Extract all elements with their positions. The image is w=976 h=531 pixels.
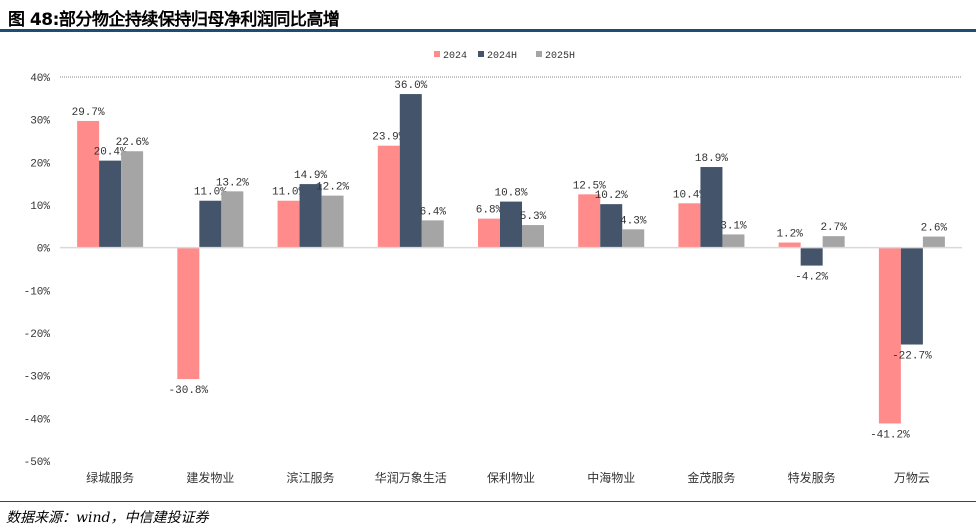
bar-2024H (600, 204, 623, 248)
bar-2025H (221, 191, 244, 248)
bar-2024H (800, 247, 823, 266)
bar-2024H (500, 201, 522, 248)
data-label: -30.8% (169, 385, 209, 397)
bar-2024 (678, 203, 701, 248)
category-label: 万物云 (894, 471, 930, 485)
data-label: 6.8% (476, 205, 503, 217)
bar-2024 (277, 200, 300, 248)
y-tick-label: -20% (24, 329, 51, 341)
data-label: 10.4% (673, 189, 706, 201)
bar-2024 (478, 218, 500, 248)
bar-2024 (77, 120, 100, 248)
data-label: 4.3% (620, 215, 647, 227)
y-tick-label: -40% (24, 414, 51, 426)
bar-2024H (299, 184, 322, 248)
y-tick-label: 40% (30, 73, 50, 85)
data-label: 5.3% (520, 211, 547, 223)
y-tick-label: -30% (24, 372, 51, 384)
data-label: 20.4% (94, 147, 127, 159)
y-tick-label: -50% (24, 457, 51, 469)
bar-2025H (722, 234, 745, 248)
legend-swatch-2025H (536, 51, 542, 57)
category-label: 中海物业 (587, 470, 635, 485)
legend-swatch-2024H (478, 51, 484, 57)
source-note: 数据来源：wind，中信建投证券 (6, 510, 209, 526)
data-label: 2.7% (820, 222, 847, 234)
bar-2024 (377, 145, 400, 248)
data-label: 12.5% (573, 180, 606, 192)
bar-2024 (778, 242, 801, 248)
bar-2025H (922, 236, 945, 248)
data-label: -41.2% (870, 429, 910, 441)
bar-2024H (399, 94, 422, 248)
data-label: 3.1% (720, 220, 747, 232)
legend-label: 2024 (443, 51, 467, 62)
category-label: 保利物业 (487, 471, 535, 485)
data-label: 23.9% (372, 132, 405, 144)
category-label: 金茂服务 (687, 470, 735, 485)
title-divider (0, 29, 976, 32)
bar-2025H (321, 195, 344, 248)
legend-swatch-2024 (434, 51, 440, 57)
bar-2024 (578, 194, 601, 248)
data-label: 22.6% (116, 137, 149, 149)
y-tick-label: 0% (37, 244, 51, 256)
data-label: 14.9% (294, 170, 327, 182)
y-tick-label: 20% (30, 158, 50, 170)
bar-chart: 40% 30% 20% 10% 0% -10% -20% -30% -40% -50% 29.7% 2… (24, 51, 962, 485)
data-label: 2.6% (921, 223, 948, 235)
category-label: 华润万象生活 (375, 471, 447, 485)
figure-title: 图 48:部分物企持续保持归母净利润同比高增 (8, 10, 340, 30)
category-label: 建发物业 (186, 470, 234, 485)
y-tick-label: 10% (30, 201, 50, 213)
bar-2025H (822, 236, 845, 248)
footer-divider (0, 501, 976, 502)
category-label: 滨江服务 (287, 470, 335, 485)
bar-2024 (177, 247, 200, 380)
data-label: 11.0% (194, 187, 227, 199)
data-label: 1.2% (776, 229, 803, 241)
data-label: -4.2% (795, 272, 828, 284)
bar-2025H (421, 220, 444, 248)
data-label: 10.2% (595, 190, 628, 202)
bar-2025H (622, 229, 645, 248)
category-label: 特发服务 (788, 470, 836, 485)
bar-2024H (700, 167, 723, 248)
data-label: 12.2% (316, 182, 349, 194)
data-label: 18.9% (695, 153, 728, 165)
bar-2025H (522, 225, 544, 248)
y-tick-label: -10% (24, 286, 51, 298)
bar-2024H (99, 160, 122, 248)
y-tick-label: 30% (30, 116, 50, 128)
bar-2024 (878, 247, 901, 424)
data-label: 6.4% (420, 206, 447, 218)
data-label: 10.8% (494, 188, 527, 200)
data-label: 13.2% (216, 177, 249, 189)
data-label: 36.0% (394, 80, 427, 92)
data-label: 11.0% (272, 187, 305, 199)
category-label: 绿城服务 (86, 470, 134, 485)
bar-2024H (900, 247, 923, 345)
data-label: -22.7% (892, 351, 932, 363)
legend-label: 2024H (487, 51, 517, 62)
legend-label: 2025H (545, 51, 575, 62)
data-label: 29.7% (72, 107, 105, 119)
bar-2025H (121, 151, 144, 248)
bar-2024H (199, 200, 222, 248)
